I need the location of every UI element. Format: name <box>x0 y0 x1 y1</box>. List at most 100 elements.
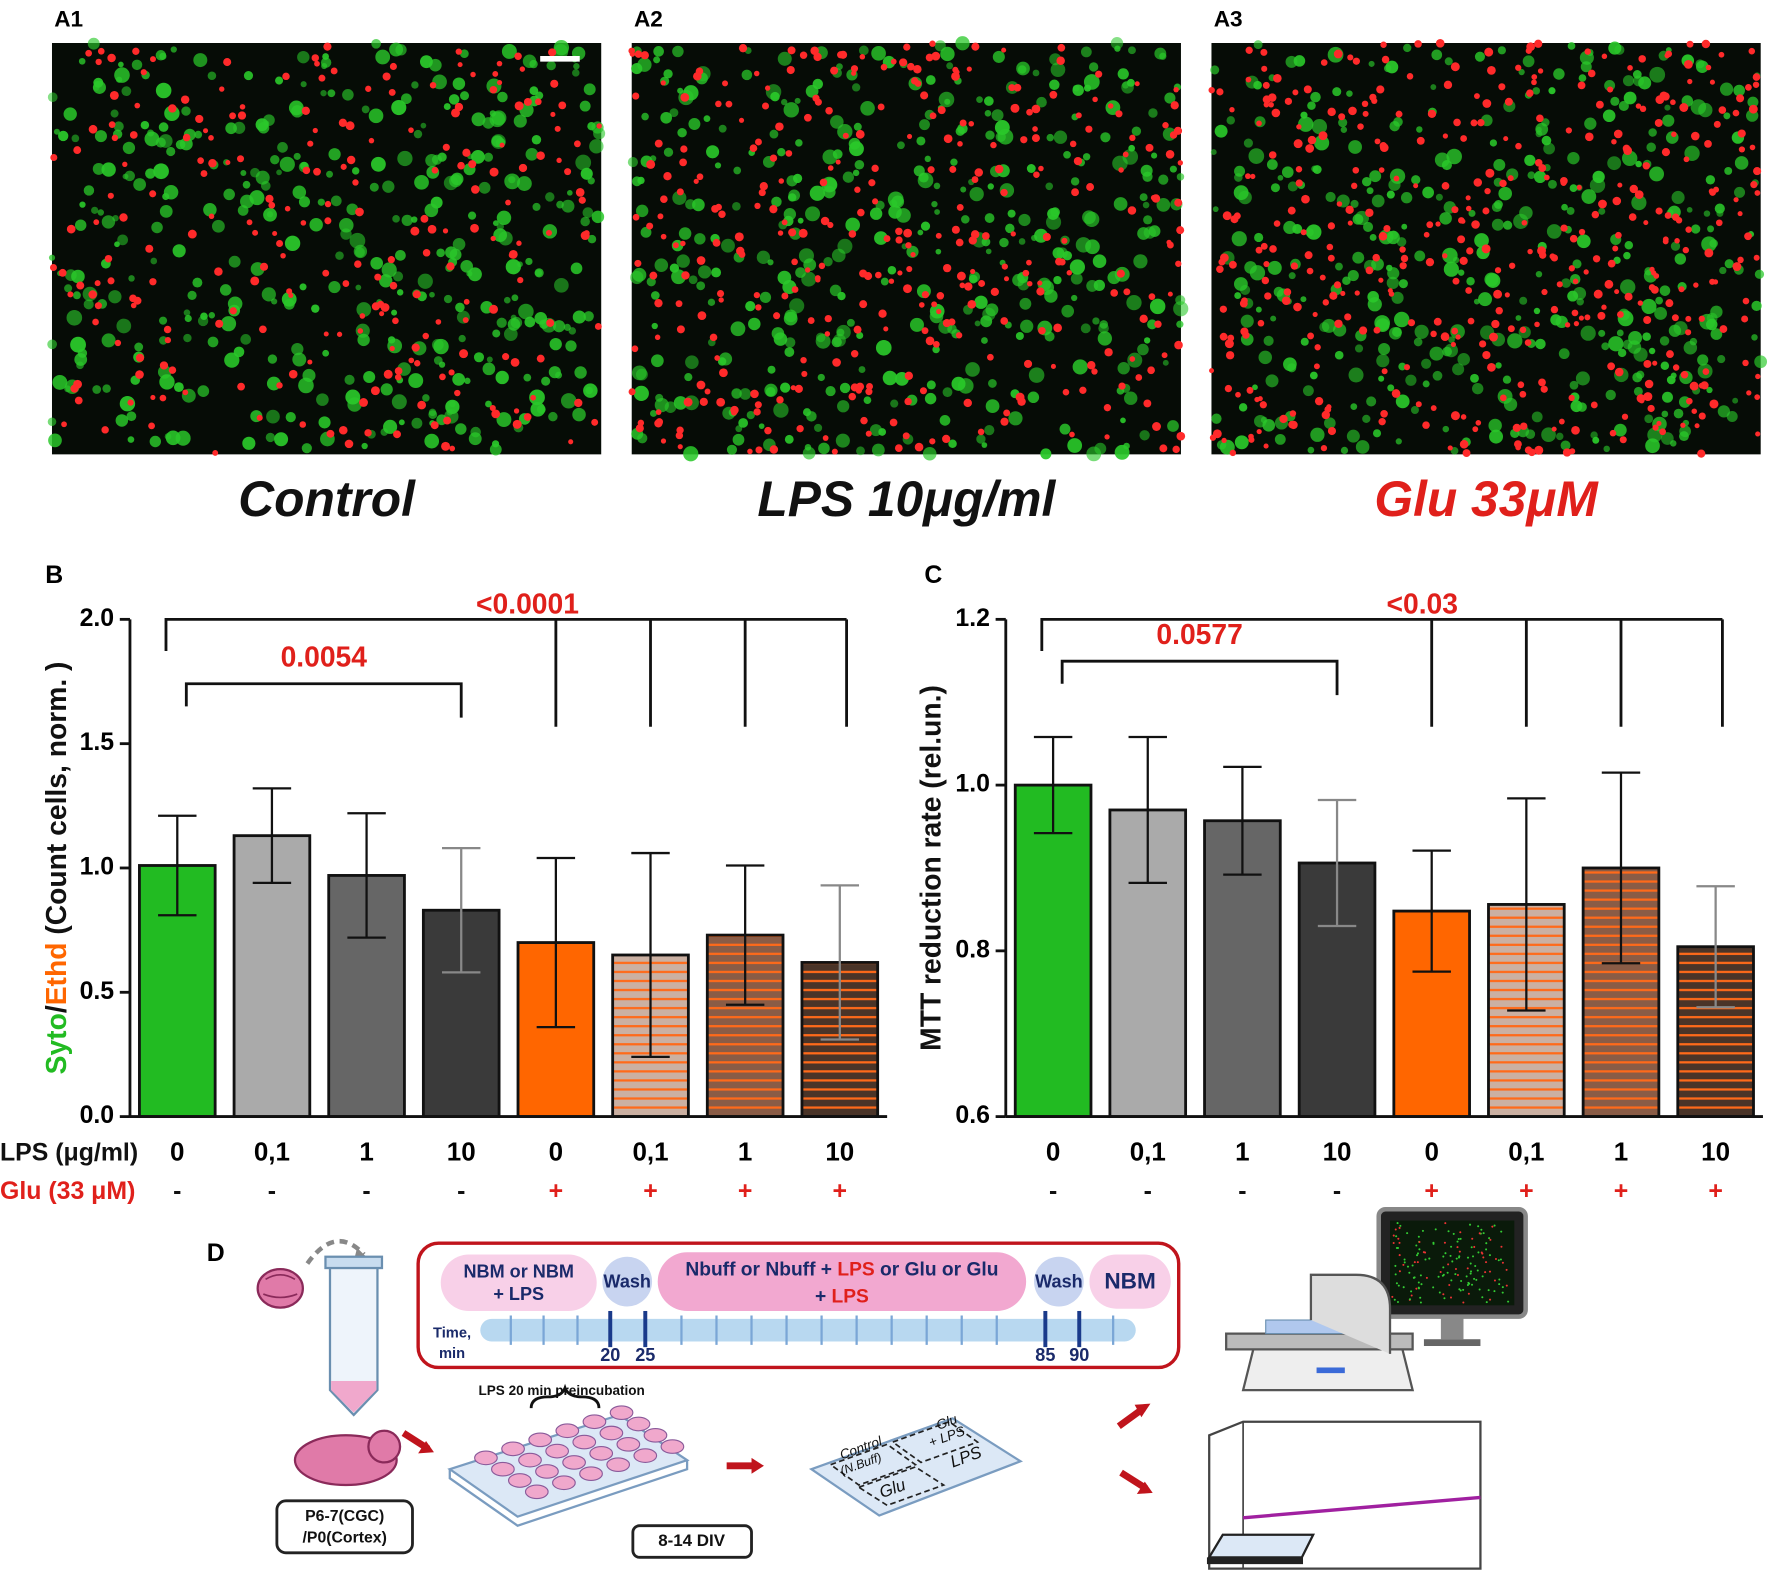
green-cell <box>992 50 1005 63</box>
error-bar <box>1128 735 1167 885</box>
monitor-dot <box>1413 1261 1416 1264</box>
green-cell <box>1371 257 1384 271</box>
green-cell <box>498 231 513 246</box>
red-cell <box>1219 305 1227 313</box>
green-cell <box>428 410 438 419</box>
green-cell <box>1234 165 1246 177</box>
green-cell <box>1143 226 1156 239</box>
green-cell <box>974 295 988 309</box>
x-tick-label: 1 <box>359 1137 373 1167</box>
green-cell <box>784 347 795 357</box>
y-tick-label: 0.0 <box>80 1101 115 1129</box>
green-cell <box>1234 292 1242 299</box>
red-cell <box>1459 439 1469 449</box>
red-cell <box>1161 352 1168 359</box>
green-cell <box>1053 130 1068 144</box>
green-cell <box>1366 187 1374 195</box>
green-cell <box>401 93 412 105</box>
red-cell <box>1333 281 1342 289</box>
red-cell <box>827 165 834 171</box>
y-axis-label: Syto/Ethd (Count cells, norm. ) <box>40 662 72 1075</box>
green-cell <box>1518 68 1525 76</box>
green-cell <box>345 389 361 405</box>
red-cell <box>355 207 364 217</box>
green-cell <box>649 409 657 417</box>
green-cell <box>184 314 192 323</box>
red-cell <box>1465 195 1471 201</box>
red-cell <box>1365 208 1374 217</box>
green-cell <box>133 178 147 191</box>
green-cell <box>370 256 384 270</box>
green-cell <box>1633 75 1645 87</box>
red-cell <box>150 394 156 400</box>
green-cell <box>316 393 329 406</box>
red-cell <box>1639 105 1647 113</box>
green-cell <box>1137 343 1149 356</box>
red-cell <box>827 221 834 229</box>
red-cell <box>379 311 385 317</box>
red-cell <box>1318 131 1328 141</box>
y-tick-label: 2.0 <box>80 604 115 632</box>
green-cell <box>1072 84 1084 96</box>
green-cell <box>984 109 992 117</box>
monitor-dot <box>1395 1282 1398 1285</box>
green-cell <box>573 63 580 70</box>
green-cell <box>913 165 925 177</box>
green-cell <box>985 248 992 255</box>
red-cell <box>389 345 395 352</box>
green-cell <box>261 287 276 302</box>
green-cell <box>580 216 590 227</box>
green-cell <box>1734 156 1749 170</box>
green-cell <box>228 255 241 268</box>
green-cell <box>1710 328 1723 340</box>
green-cell <box>1395 438 1402 445</box>
red-cell <box>1026 259 1032 266</box>
monitor-dot <box>1421 1229 1424 1232</box>
green-cell <box>437 152 447 162</box>
glu-label: - <box>1333 1177 1341 1205</box>
green-cell <box>684 373 693 382</box>
red-cell <box>1422 421 1430 429</box>
red-cell <box>88 290 97 299</box>
green-cell <box>277 142 288 153</box>
green-cell <box>1502 375 1512 384</box>
well <box>660 1439 685 1454</box>
red-cell <box>1391 389 1401 398</box>
red-cell <box>890 58 897 65</box>
red-cell <box>1312 311 1318 318</box>
green-cell <box>1592 170 1605 184</box>
red-cell <box>1597 311 1606 320</box>
green-cell <box>1576 297 1584 306</box>
red-cell <box>883 326 889 332</box>
red-cell <box>359 313 366 319</box>
red-cell <box>1701 39 1711 49</box>
red-cell <box>1617 182 1623 188</box>
green-cell <box>1468 209 1476 217</box>
green-cell <box>688 275 698 285</box>
diagram-text: 20 <box>600 1345 620 1365</box>
red-cell <box>1062 388 1070 396</box>
green-cell <box>534 269 543 277</box>
green-cell <box>1212 206 1219 213</box>
green-cell <box>1012 273 1025 287</box>
green-cell <box>733 166 742 175</box>
green-cell <box>1117 362 1130 375</box>
red-cell <box>101 426 109 434</box>
red-cell <box>412 290 421 299</box>
green-cell <box>48 254 56 261</box>
red-cell <box>1750 181 1758 189</box>
green-cell <box>1649 166 1665 182</box>
green-cell <box>112 214 119 222</box>
y-axis-label-part: / <box>40 1005 72 1013</box>
monitor-dot <box>1428 1257 1431 1260</box>
green-cell <box>950 158 958 166</box>
monitor-dot <box>1415 1287 1418 1290</box>
green-cell <box>1452 256 1460 264</box>
monitor-dot <box>1397 1237 1400 1240</box>
red-cell <box>104 254 113 263</box>
monitor-dot <box>1462 1301 1465 1304</box>
green-cell <box>66 309 83 326</box>
green-cell <box>1498 186 1512 201</box>
red-cell <box>716 290 725 298</box>
green-cell <box>1274 433 1286 445</box>
